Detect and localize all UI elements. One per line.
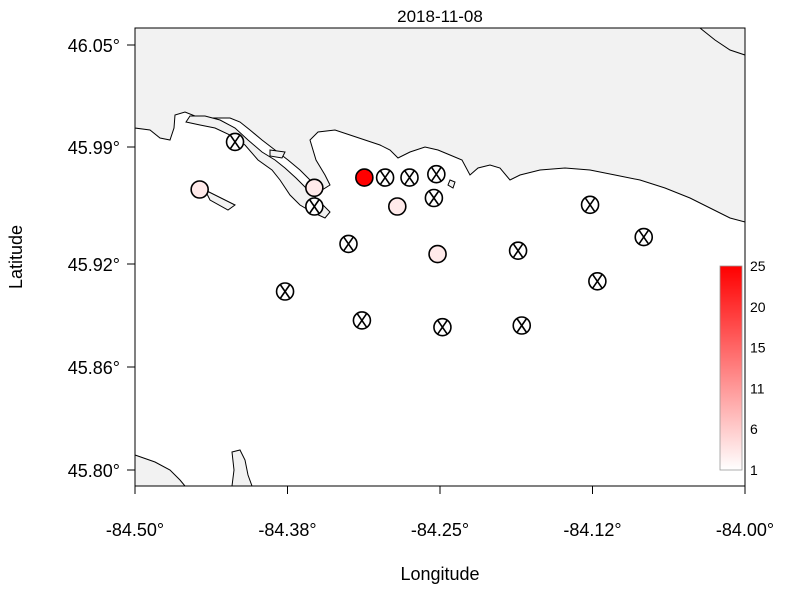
data-point bbox=[190, 180, 209, 199]
x-mark bbox=[428, 191, 440, 205]
y-tick-label: 46.05° bbox=[68, 36, 120, 56]
x-tick-label: -84.12° bbox=[563, 520, 621, 540]
data-point bbox=[387, 197, 407, 216]
x-mark bbox=[343, 236, 354, 251]
x-mark bbox=[356, 313, 368, 328]
no-data-point bbox=[375, 168, 395, 187]
x-mark bbox=[309, 199, 320, 214]
x-tick-label: -84.25° bbox=[411, 520, 469, 540]
x-mark bbox=[404, 170, 415, 185]
y-axis-label: Latitude bbox=[6, 225, 26, 289]
x-mark bbox=[379, 170, 391, 185]
y-axis: 45.80° 45.86° 45.92° 45.99° 46.05° bbox=[68, 28, 136, 486]
colorbar-legend: 1 6 11 15 20 25 bbox=[719, 258, 766, 478]
no-data-point bbox=[508, 241, 528, 260]
no-data-point bbox=[225, 132, 245, 152]
point-marker bbox=[305, 178, 324, 198]
colorbar-tick-label: 20 bbox=[750, 299, 766, 315]
chart-title: 2018-11-08 bbox=[397, 7, 483, 26]
point-marker bbox=[387, 197, 407, 216]
colorbar-tick-label: 11 bbox=[750, 380, 765, 396]
x-tick-label: -84.38° bbox=[258, 520, 316, 540]
no-data-point bbox=[433, 317, 452, 337]
x-tick-label: -84.50° bbox=[106, 520, 164, 540]
data-point bbox=[428, 244, 447, 264]
drummond-island-land bbox=[185, 115, 331, 219]
data-points bbox=[190, 132, 654, 337]
x-mark bbox=[584, 197, 596, 212]
land-layer bbox=[134, 27, 746, 487]
colorbar-tick-label: 25 bbox=[750, 258, 766, 274]
no-data-point bbox=[512, 316, 532, 335]
x-tick-label: -84.00° bbox=[716, 520, 774, 540]
data-point bbox=[355, 168, 374, 187]
point-marker bbox=[190, 180, 209, 199]
no-data-point bbox=[275, 282, 295, 301]
no-data-point bbox=[580, 195, 600, 215]
no-data-point bbox=[352, 311, 372, 330]
island-small-2 bbox=[269, 149, 286, 159]
colorbar-tick-label: 15 bbox=[750, 340, 766, 356]
no-data-point bbox=[424, 188, 444, 208]
x-mark bbox=[516, 318, 527, 333]
x-mark bbox=[638, 230, 649, 245]
no-data-point bbox=[305, 197, 324, 216]
x-mark bbox=[512, 243, 524, 258]
data-point bbox=[305, 178, 324, 198]
no-data-point bbox=[634, 227, 654, 247]
y-tick-label: 45.92° bbox=[68, 255, 120, 275]
no-data-point bbox=[339, 234, 358, 254]
y-tick-label: 45.80° bbox=[68, 461, 120, 481]
colorbar-tick-label: 6 bbox=[750, 421, 758, 437]
y-tick-label: 45.86° bbox=[68, 358, 120, 378]
point-marker bbox=[355, 168, 374, 187]
x-mark bbox=[437, 320, 448, 335]
no-data-point bbox=[400, 168, 419, 187]
x-mark bbox=[279, 284, 291, 299]
x-axis: -84.50° -84.38° -84.25° -84.12° -84.00° bbox=[106, 485, 774, 540]
south-point-land bbox=[231, 449, 253, 487]
colorbar-tick-label: 1 bbox=[750, 462, 758, 478]
x-mark bbox=[592, 274, 603, 289]
x-mark bbox=[229, 134, 241, 149]
island-small-3 bbox=[447, 179, 456, 189]
no-data-point bbox=[588, 271, 607, 291]
point-marker bbox=[428, 244, 447, 264]
y-tick-label: 45.99° bbox=[68, 138, 120, 158]
x-axis-label: Longitude bbox=[400, 564, 479, 584]
island-small-1 bbox=[203, 188, 236, 211]
colorbar-gradient bbox=[719, 265, 743, 471]
x-mark bbox=[431, 167, 442, 182]
no-data-point bbox=[427, 164, 446, 184]
